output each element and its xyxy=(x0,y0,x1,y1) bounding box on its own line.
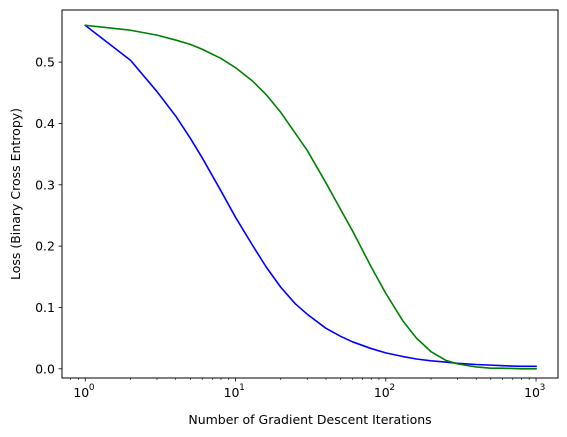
y-tick-label: 0.3 xyxy=(35,177,55,192)
y-axis: 0.0 0.1 0.2 0.3 0.4 0.5 xyxy=(35,55,62,376)
x-tick-exponent: 0 xyxy=(89,383,95,393)
x-tick-exponent: 3 xyxy=(540,383,546,393)
plot-content xyxy=(84,24,537,370)
y-axis-label: Loss (Binary Cross Entropy) xyxy=(8,108,23,280)
x-tick-label: 10 xyxy=(374,385,390,400)
x-axis-label: Number of Gradient Descent Iterations xyxy=(188,412,431,427)
y-tick-label: 0.4 xyxy=(35,116,55,131)
x-tick-label: 10 xyxy=(224,385,240,400)
x-tick-exponent: 1 xyxy=(239,383,245,393)
y-tick-label: 0.5 xyxy=(35,55,55,70)
plot-frame xyxy=(61,9,559,379)
series-line-2 xyxy=(84,24,537,370)
x-tick-exponent: 2 xyxy=(389,383,395,393)
y-tick-label: 0.0 xyxy=(35,361,55,376)
y-tick-label: 0.2 xyxy=(35,239,55,254)
x-tick-label: 10 xyxy=(524,385,540,400)
x-tick-label: 10 xyxy=(73,385,89,400)
series-line-1 xyxy=(84,24,537,368)
x-axis: 10 0 10 1 10 2 10 3 xyxy=(70,378,546,400)
y-tick-label: 0.1 xyxy=(35,300,55,315)
